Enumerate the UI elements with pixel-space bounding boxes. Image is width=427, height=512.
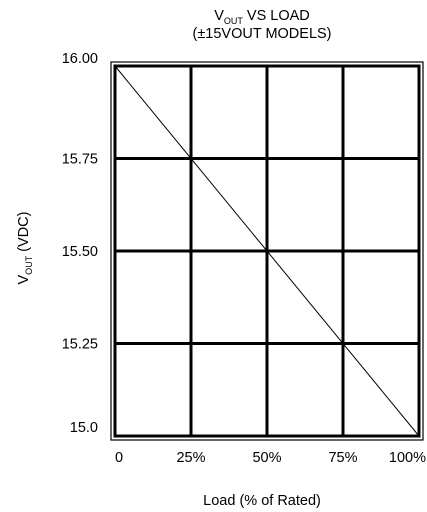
- x-tick-label: 50%: [252, 450, 281, 466]
- y-tick-label: 15.75: [62, 152, 98, 168]
- x-tick-labels: 0 25% 50% 75% 100%: [115, 450, 426, 466]
- x-tick-label: 0: [115, 450, 123, 466]
- x-tick-label: 25%: [176, 450, 205, 466]
- plot-area: [110, 61, 424, 441]
- y-tick-label: 15.50: [62, 244, 98, 260]
- y-tick-label: 15.25: [62, 337, 98, 353]
- y-tick-label: 15.0: [70, 420, 98, 436]
- series: [114, 65, 420, 437]
- x-tick-label: 100%: [389, 450, 426, 466]
- chart-title-line2: (±15VOUT MODELS): [192, 26, 331, 42]
- x-tick-label: 75%: [328, 450, 357, 466]
- x-axis-label: Load (% of Rated): [203, 493, 321, 509]
- plot-frame-outer: [110, 61, 424, 441]
- series-line-1: [114, 65, 420, 437]
- y-axis-label: VOUT (VDC): [16, 212, 34, 285]
- plot-frame: [113, 64, 421, 438]
- y-tick-labels: 16.00 15.75 15.50 15.25 15.0: [62, 51, 98, 436]
- chart-title-line1: VOUT VS LOAD: [214, 8, 310, 26]
- y-tick-label: 16.00: [62, 51, 98, 67]
